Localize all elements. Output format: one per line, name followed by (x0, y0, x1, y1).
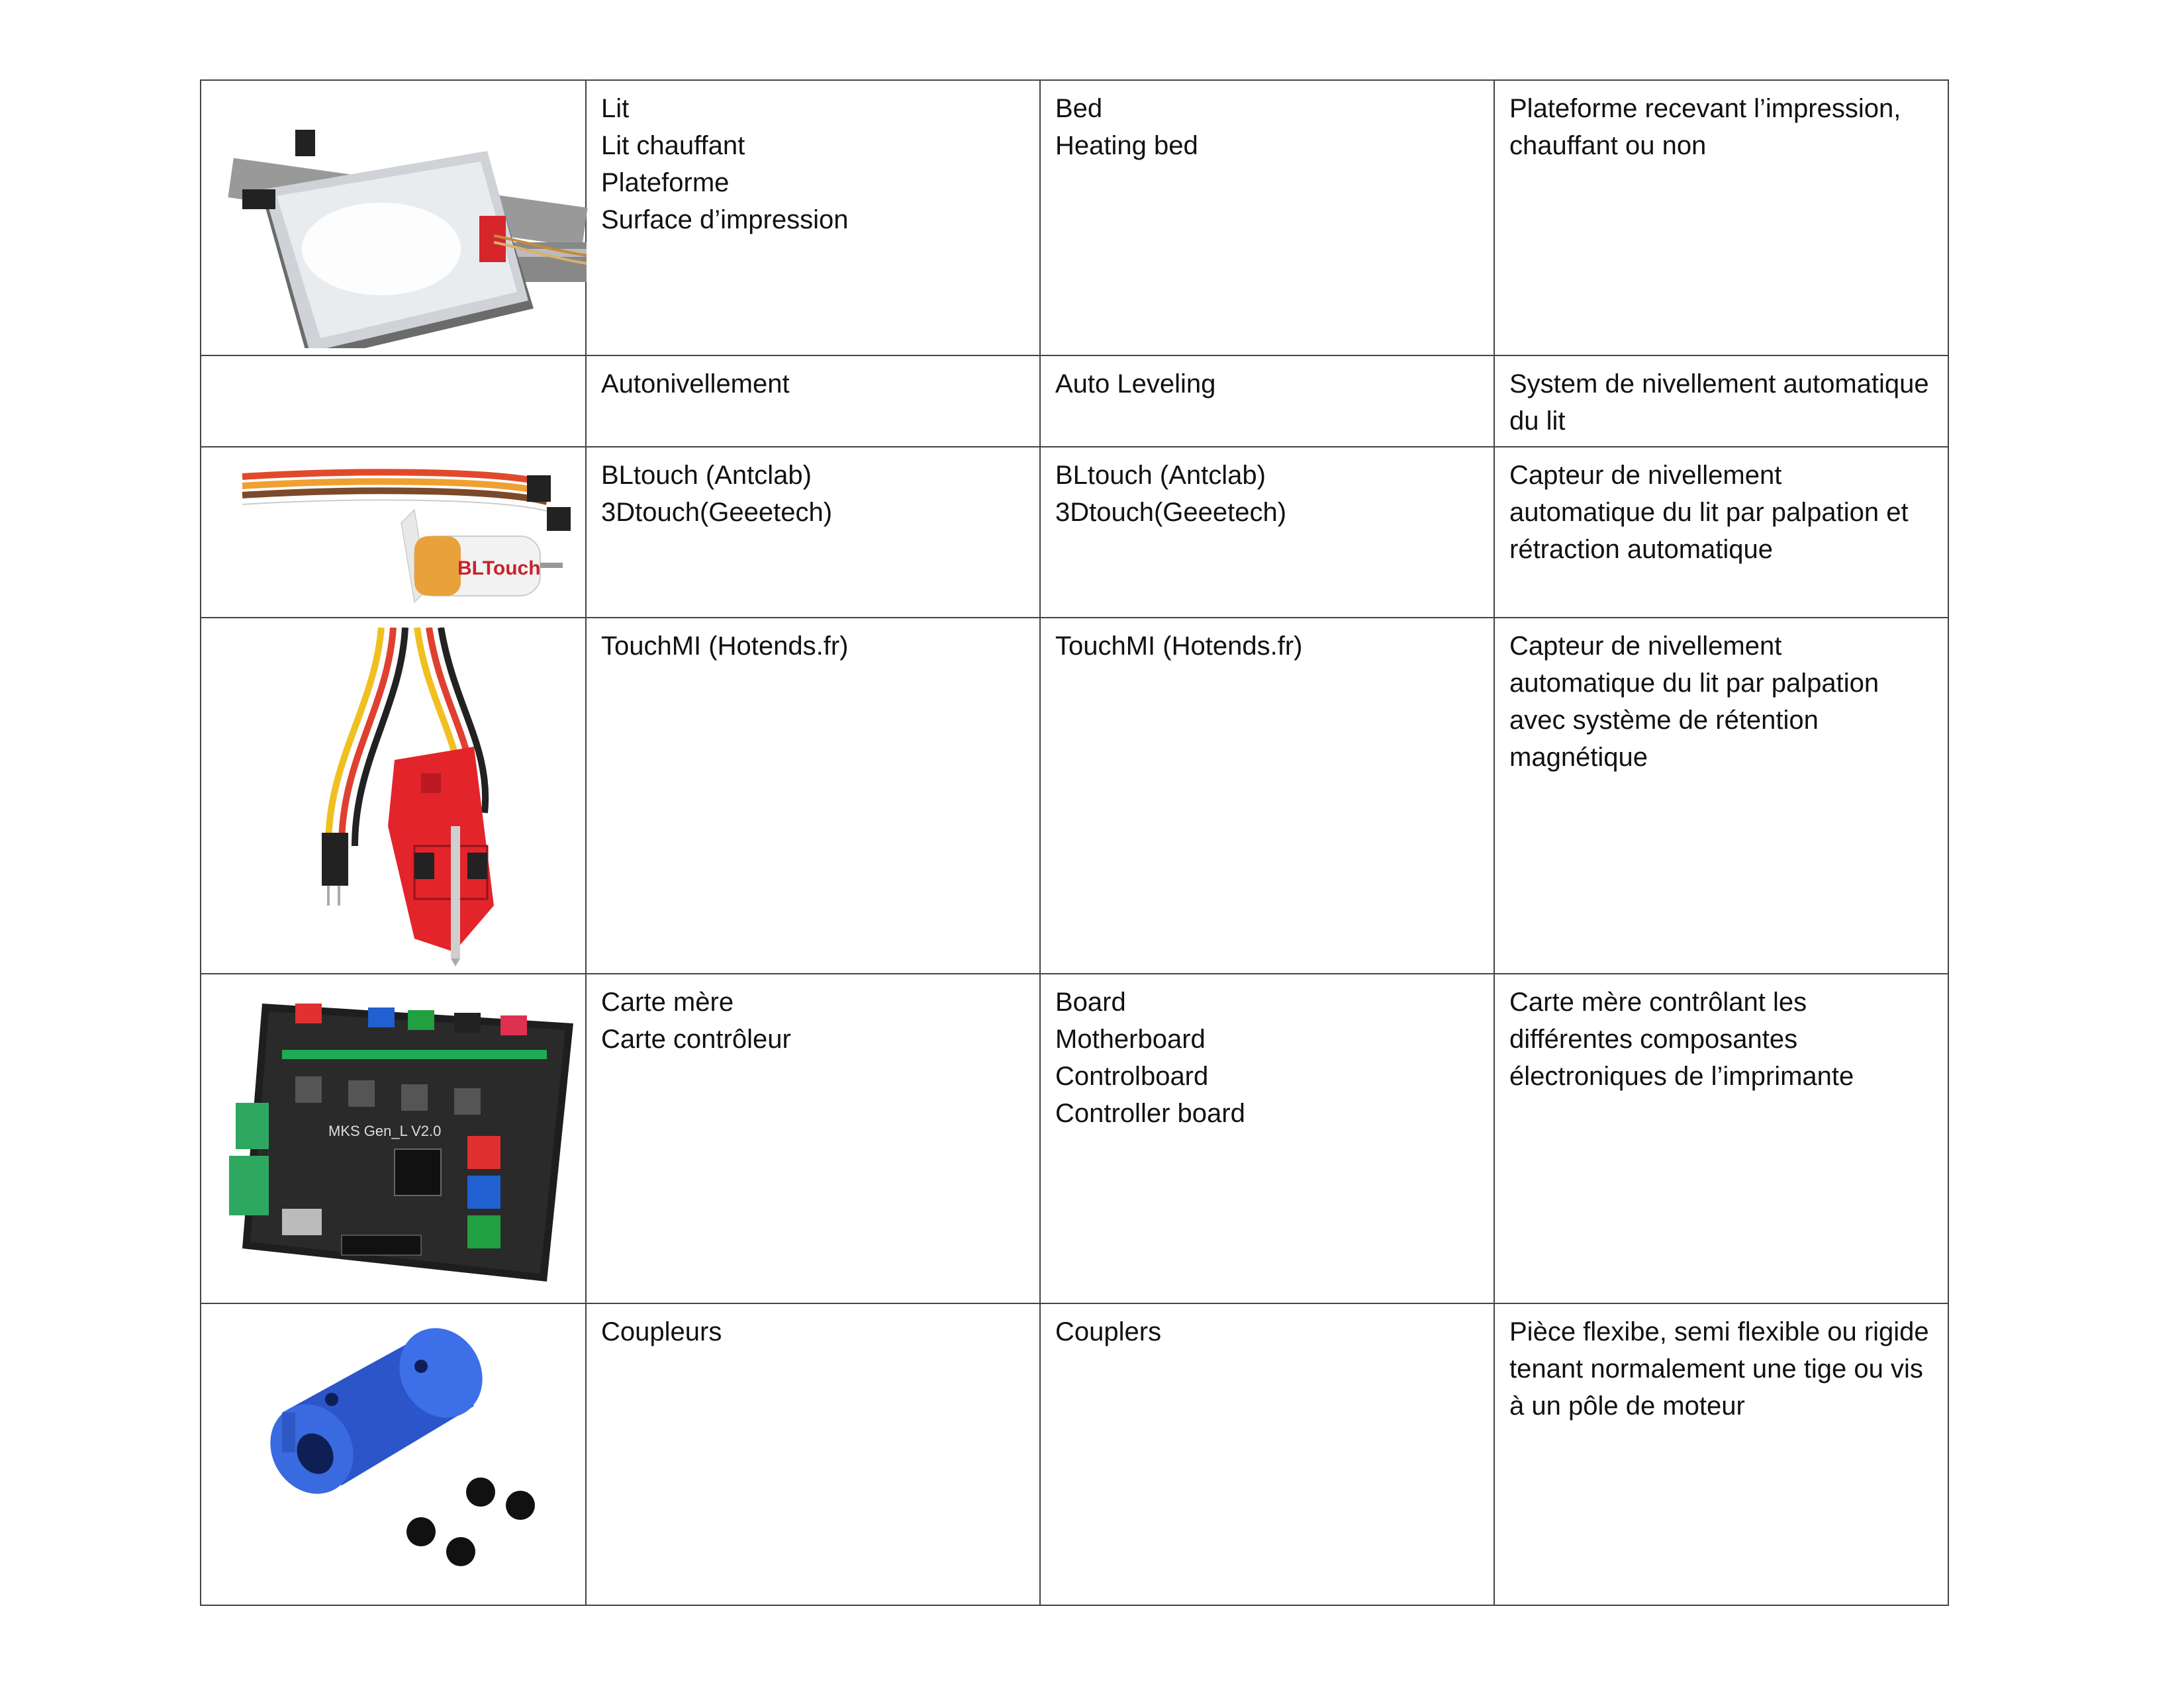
french-term: Plateforme (601, 168, 730, 197)
english-term: TouchMI (Hotends.fr) (1055, 632, 1303, 661)
table-row: BLTouch BLtouch (Antclab) 3Dtouch(Geeete… (200, 446, 1949, 618)
french-term-cell: Coupleurs (585, 1303, 1041, 1606)
french-term: Coupleurs (601, 1317, 722, 1346)
french-term-cell: BLtouch (Antclab) 3Dtouch(Geeetech) (585, 446, 1041, 618)
english-term-cell: TouchMI (Hotends.fr) (1039, 617, 1495, 974)
english-term: Couplers (1055, 1317, 1162, 1346)
french-term: Surface d’impression (601, 205, 849, 234)
french-term-cell: Carte mère Carte contrôleur (585, 973, 1041, 1304)
touchmi-probe-icon (322, 628, 494, 966)
english-term-cell: Board Motherboard Controlboard Controlle… (1039, 973, 1495, 1304)
table-row: Autonivellement Auto Leveling System de … (200, 355, 1949, 447)
english-term: Controlboard (1055, 1062, 1209, 1091)
english-term: 3Dtouch(Geeetech) (1055, 498, 1287, 527)
english-term-cell: BLtouch (Antclab) 3Dtouch(Geeetech) (1039, 446, 1495, 618)
image-cell (200, 355, 587, 447)
image-cell: BLTouch (200, 446, 587, 618)
description-text: Pièce flexibe, semi flexible ou rigide t… (1509, 1317, 1929, 1421)
description-cell: Plateforme recevant l’impression, chauff… (1494, 79, 1949, 356)
english-term: Board (1055, 988, 1126, 1017)
table-row: TouchMI (Hotends.fr) TouchMI (Hotends.fr… (200, 617, 1949, 974)
image-cell (200, 79, 588, 356)
french-term: Lit chauffant (601, 131, 745, 160)
description-text: Capteur de nivellement automatique du li… (1509, 461, 1909, 564)
bltouch-probe-icon: BLTouch (242, 469, 571, 604)
french-term: TouchMI (Hotends.fr) (601, 632, 849, 661)
english-term-cell: Couplers (1039, 1303, 1495, 1606)
french-term: Carte contrôleur (601, 1025, 791, 1054)
heated-bed-icon (228, 130, 588, 348)
english-term-cell: Auto Leveling (1039, 355, 1495, 447)
french-term: Lit (601, 94, 630, 123)
french-term: Carte mère (601, 988, 734, 1017)
description-text: System de nivellement automatique du lit (1509, 369, 1929, 436)
probe-label: BLTouch (457, 557, 541, 579)
motherboard-icon: MKS Gen_L V2.0 (229, 1004, 573, 1282)
description-cell: Pièce flexibe, semi flexible ou rigide t… (1494, 1303, 1949, 1606)
table-row: Coupleurs Couplers Pièce flexibe, semi f… (200, 1303, 1949, 1606)
english-term: Heating bed (1055, 131, 1198, 160)
description-cell: Capteur de nivellement automatique du li… (1494, 446, 1949, 618)
shaft-coupler-icon (270, 1328, 535, 1566)
english-term-cell: Bed Heating bed (1039, 79, 1495, 356)
description-text: Plateforme recevant l’impression, chauff… (1509, 94, 1901, 160)
french-term: Autonivellement (601, 369, 790, 399)
image-cell (200, 617, 587, 974)
french-term: 3Dtouch(Geeetech) (601, 498, 833, 527)
table-row: Lit Lit chauffant Plateforme Surface d’i… (200, 79, 1949, 356)
description-cell: Capteur de nivellement automatique du li… (1494, 617, 1949, 974)
french-term-cell: TouchMI (Hotends.fr) (585, 617, 1041, 974)
description-cell: System de nivellement automatique du lit (1494, 355, 1949, 447)
image-cell (200, 1303, 587, 1606)
description-text: Carte mère contrôlant les différentes co… (1509, 988, 1854, 1091)
french-term: BLtouch (Antclab) (601, 461, 812, 490)
french-term-cell: Autonivellement (585, 355, 1041, 447)
description-text: Capteur de nivellement automatique du li… (1509, 632, 1879, 772)
glossary-table: Lit Lit chauffant Plateforme Surface d’i… (200, 79, 1949, 1606)
image-cell: MKS Gen_L V2.0 (200, 973, 587, 1304)
english-term: Auto Leveling (1055, 369, 1216, 399)
english-term: BLtouch (Antclab) (1055, 461, 1266, 490)
board-label: MKS Gen_L V2.0 (328, 1123, 441, 1139)
table-row: MKS Gen_L V2.0 Carte mère Carte contrôle… (200, 973, 1949, 1304)
description-cell: Carte mère contrôlant les différentes co… (1494, 973, 1949, 1304)
english-term: Controller board (1055, 1099, 1245, 1128)
english-term: Bed (1055, 94, 1103, 123)
french-term-cell: Lit Lit chauffant Plateforme Surface d’i… (585, 79, 1041, 356)
english-term: Motherboard (1055, 1025, 1206, 1054)
